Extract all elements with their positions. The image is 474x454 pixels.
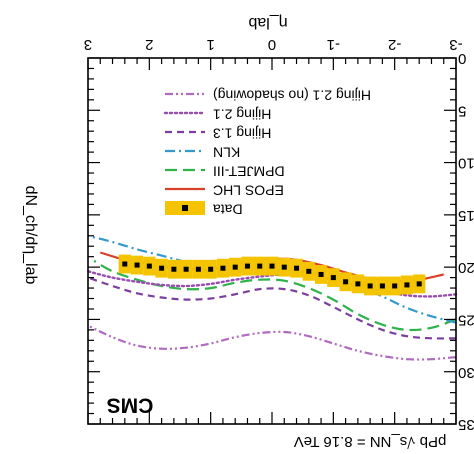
data-point [416,281,422,287]
data-point [244,263,250,269]
series-line-kln [87,234,457,324]
legend: Hijing 2.1 (no shadowing) Hijing 2.1 Hijin… [163,87,371,217]
y-tick-label: 25 [458,311,474,328]
y-tick-label: 10 [458,155,474,172]
data-point [379,283,385,289]
y-axis-title: dN_ch/dη_lab [22,186,39,285]
data-point [257,263,263,269]
series-line-dpmjet-iii [93,259,457,332]
data-point [220,265,226,271]
data-point [122,261,128,267]
x-tick-label: 3 [84,36,92,53]
data-point [330,275,336,281]
data-point [318,271,324,277]
data-point [343,279,349,285]
legend-label: DPMJET-III [213,163,285,179]
data-point [294,265,300,271]
axes-layer: 0 5 10 15 20 25 30 35 -3 -2 -1 0 1 2 3 η_lab dN_ch/dη_la… [22,14,474,433]
x-axis-title: η_lab [248,14,287,31]
data-point [392,283,398,289]
y-tick-label: 5 [458,102,466,119]
data-point [171,266,177,272]
series-line-hijing-2-1-no-shadowing [87,324,457,361]
data-point [183,266,189,272]
cms-label: CMS [107,393,154,416]
x-tick-label: 1 [206,36,214,53]
x-tick-label: 2 [145,36,153,53]
data-point [355,281,361,287]
legend-label: Hijing 2.1 (no shadowing) [213,87,371,103]
data-point [134,262,140,268]
x-tick-label: 0 [268,36,276,53]
legend-swatch-point [182,205,188,211]
legend-label: Data [213,201,243,217]
series-layer [86,234,458,361]
data-point [195,266,201,272]
y-tick-label: 0 [458,50,466,67]
y-tick-label: 20 [458,259,474,276]
data-point [159,265,165,271]
annotations: CMS pPb √s_NN = 8.16 TeV [107,393,447,450]
data-point [281,264,287,270]
data-point [146,263,152,269]
data-point [404,282,410,288]
legend-label: Hijing 1.3 [213,125,272,141]
data-point [269,263,275,269]
legend-label: Hijing 2.1 [213,106,272,122]
energy-label: pPb √s_NN = 8.16 TeV [294,433,447,450]
y-tick-label: 35 [458,416,474,433]
data-point [306,268,312,274]
y-tick-label: 30 [458,364,474,381]
x-tick-label: -2 [388,36,401,53]
data-point [208,266,214,272]
legend-label: EPOS LHC [213,182,284,198]
data-point [367,283,373,289]
y-tick-label: 15 [458,207,474,224]
series-line-hijing-1-3 [87,276,457,340]
x-tick-label: -1 [327,36,340,53]
x-tick-label: -3 [449,36,462,53]
data-point [232,264,238,270]
legend-label: KLN [213,144,240,160]
